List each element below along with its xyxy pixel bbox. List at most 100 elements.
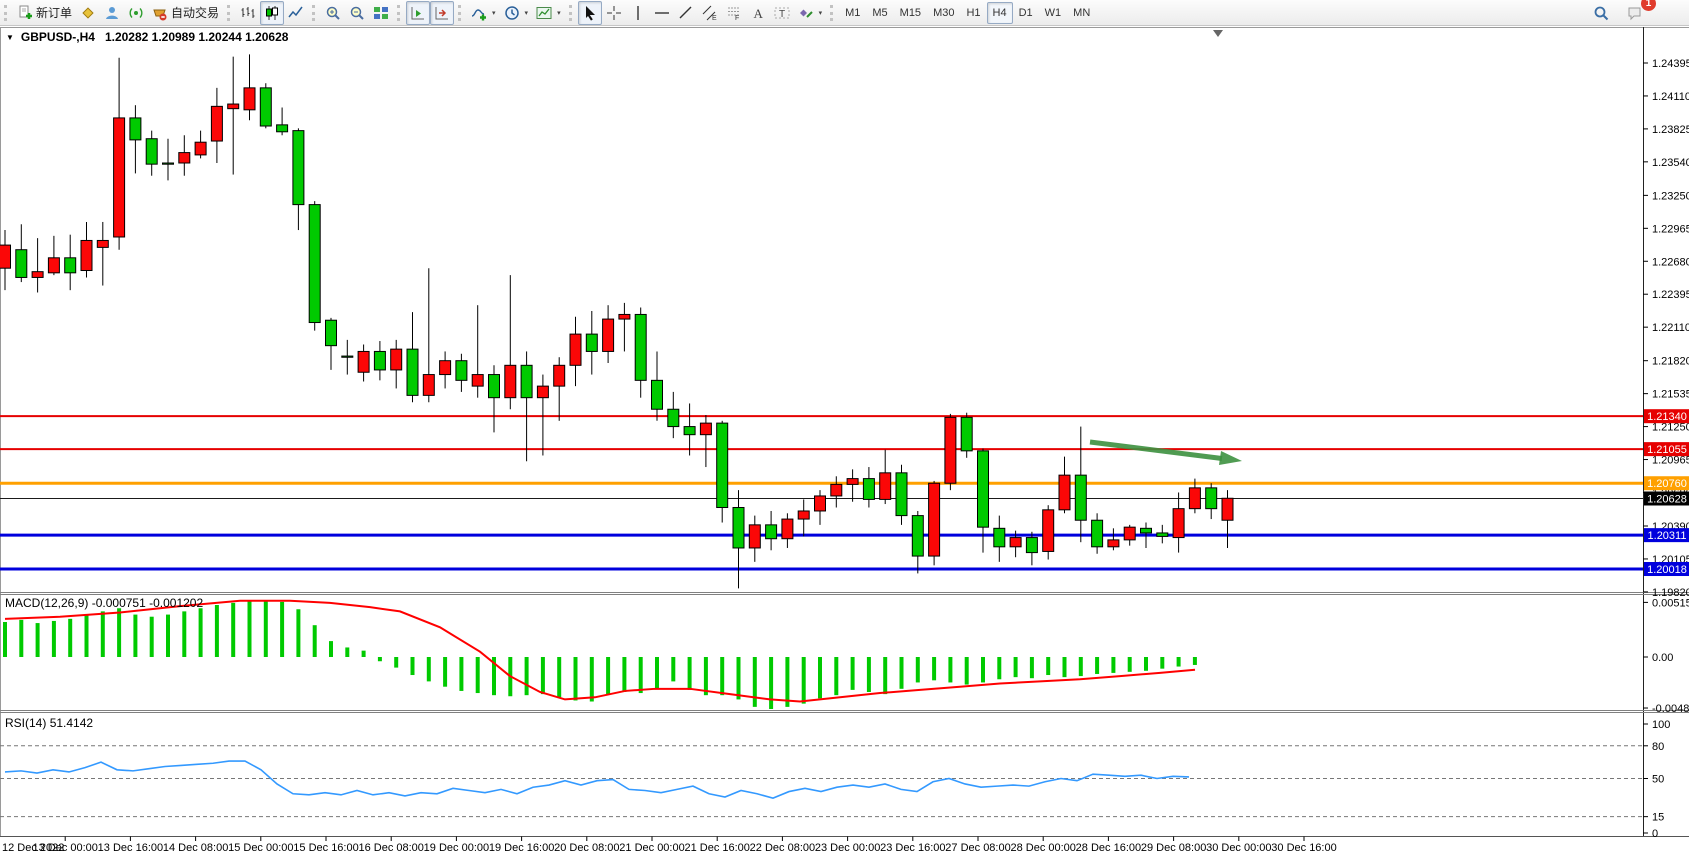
timeframe-m15-button[interactable]: M15 [899,6,922,19]
horizontal-line-objects[interactable] [0,415,1643,571]
candle-body [977,450,989,528]
candle-body [585,333,598,352]
autotrading-icon [153,9,167,20]
fibonacci-button[interactable]: F [722,1,746,25]
candlestick-button[interactable] [260,0,285,25]
cursor-button[interactable] [577,0,602,25]
timeframe-d1-button[interactable]: D1 [1018,6,1033,19]
candle-body [716,422,729,509]
candlestick-icon [266,5,279,20]
horizontal-line-button[interactable] [650,1,674,25]
dropdown-arrow-icon[interactable]: ▾ [492,9,496,17]
svg-text:28 Dec 00:00: 28 Dec 00:00 [1010,842,1075,854]
rsi-line [4,760,1190,799]
crosshair-icon [606,5,621,20]
timeframe-mn-button[interactable]: MN [1073,6,1091,19]
price-chart[interactable]: 1.24395 1.24110 1.23825 1.23540 1.23250 1.229… [0,26,1689,863]
candle-body [145,138,158,165]
toolbar-group-handle[interactable] [312,4,316,21]
cursor-icon [585,5,595,21]
channel-button[interactable]: E [698,1,722,25]
chart-shift-button[interactable] [430,0,455,25]
symbol-dropdown-icon[interactable]: ▼ [6,33,14,42]
bar-chart-button[interactable] [236,1,260,25]
toolbar-group-handle[interactable] [227,4,231,21]
fibonacci-icon: F [727,7,739,21]
svg-text:80: 80 [1652,741,1664,753]
market-icon [106,6,119,19]
svg-text:19 Dec 16:00: 19 Dec 16:00 [489,842,554,854]
channel-icon: E [702,5,717,21]
zoom-out-button[interactable] [345,1,369,25]
timeframe-m5-button[interactable]: M5 [872,6,888,19]
candle-body [113,117,126,238]
candle-body [862,478,875,500]
tile-windows-button[interactable] [369,1,393,25]
crosshair-button[interactable] [602,1,626,25]
price-axis[interactable]: 1.24395 1.24110 1.23825 1.23540 1.23250 1.229… [1643,58,1689,840]
candle-body [422,374,435,396]
toolbar-group-handle[interactable] [397,4,401,21]
candle-body [194,141,207,156]
candle-body [765,524,778,540]
candle-body [162,162,174,165]
toolbar-group-handle[interactable] [458,4,462,21]
trend-arrow[interactable] [1089,439,1242,465]
candle-body [129,117,142,141]
svg-text:0.00: 0.00 [1652,652,1673,664]
rsi-value: 51.4142 [49,716,94,730]
toolbar-group-handle[interactable] [830,4,834,21]
text-label-button[interactable]: T [770,1,794,25]
line-chart-button[interactable] [284,1,308,25]
timeframe-m1-button[interactable]: M1 [845,6,861,19]
signals-button[interactable] [124,1,148,25]
periods-button[interactable]: ▾ [500,1,533,25]
new-order-button[interactable]: 新订单 [13,1,76,25]
svg-text:30 Dec 00:00: 30 Dec 00:00 [1206,842,1271,854]
svg-text:1.24110: 1.24110 [1652,91,1689,103]
timeframe-m30-button[interactable]: M30 [933,6,955,19]
zoom-in-button[interactable] [321,1,345,25]
vertical-line-icon [636,5,639,20]
svg-text:13 Dec 00:00: 13 Dec 00:00 [32,842,97,854]
trendline-icon [679,6,692,18]
svg-text:1.23825: 1.23825 [1652,124,1689,136]
svg-text:15: 15 [1652,812,1664,824]
svg-text:1.20018: 1.20018 [1647,564,1687,576]
autotrading-button[interactable]: 自动交易 [148,1,223,25]
metaeditor-button[interactable] [76,1,100,25]
timeframe-h1-button[interactable]: H1 [966,6,981,19]
indicators-button[interactable]: ▾ [467,1,500,25]
svg-text:F: F [735,15,739,21]
svg-text:1.23540: 1.23540 [1652,157,1689,169]
notifications-button[interactable]: 1 [1623,0,1656,25]
search-button[interactable] [1589,1,1613,25]
candle-body [911,515,924,557]
dropdown-arrow-icon[interactable]: ▾ [818,9,823,17]
text-button[interactable]: A [746,1,770,25]
toolbar-group-handle[interactable] [4,4,7,21]
dropdown-arrow-icon[interactable]: ▾ [557,9,561,17]
templates-button[interactable]: ▾ [532,1,565,25]
vertical-line-button[interactable] [626,1,650,25]
text-label-icon: T [774,7,790,20]
timeframe-w1-button[interactable]: W1 [1044,6,1062,19]
candle-body [634,313,647,381]
market-button[interactable] [100,1,124,25]
shapes-button[interactable]: ▾ [794,1,827,25]
candle-body [1025,537,1038,554]
candle-body [748,524,761,549]
timeframe-h4-button[interactable]: H4 [986,1,1013,24]
dropdown-arrow-icon[interactable]: ▾ [524,9,529,17]
candle-body [504,364,517,399]
chart-window[interactable]: 1.24395 1.24110 1.23825 1.23540 1.23250 1.229… [0,26,1689,863]
zoom-out-icon [350,6,364,20]
trendline-button[interactable] [674,1,698,25]
svg-text:T: T [779,9,785,20]
candle-body [1058,474,1071,511]
auto-scroll-button[interactable] [406,0,431,25]
candle-body [0,244,11,269]
candle-body [439,360,452,376]
toolbar-group-handle[interactable] [568,4,572,21]
